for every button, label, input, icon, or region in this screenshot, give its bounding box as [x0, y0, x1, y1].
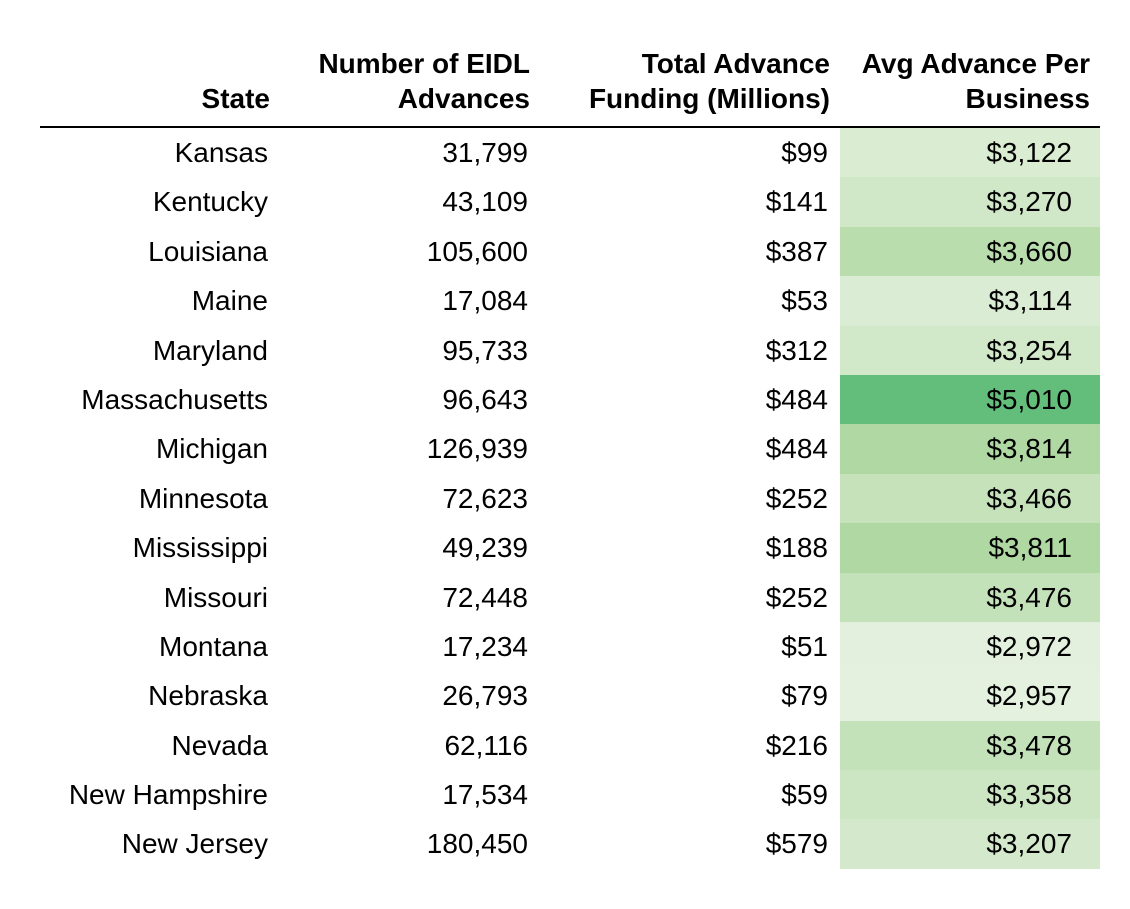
- cell-avg: $3,114: [840, 276, 1100, 325]
- cell-avg: $3,254: [840, 326, 1100, 375]
- cell-count: 62,116: [280, 721, 540, 770]
- cell-state: Maine: [40, 276, 280, 325]
- cell-avg: $3,207: [840, 819, 1100, 868]
- cell-avg: $2,972: [840, 622, 1100, 671]
- table-row: New Jersey180,450$579$3,207: [40, 819, 1100, 868]
- cell-count: 17,084: [280, 276, 540, 325]
- cell-funding: $312: [540, 326, 840, 375]
- cell-funding: $51: [540, 622, 840, 671]
- eidl-table: StateNumber of EIDL AdvancesTotal Advanc…: [40, 40, 1100, 869]
- column-header-count: Number of EIDL Advances: [280, 40, 540, 127]
- table-row: Minnesota72,623$252$3,466: [40, 474, 1100, 523]
- table-row: Michigan126,939$484$3,814: [40, 424, 1100, 473]
- table-row: Kansas31,799$99$3,122: [40, 127, 1100, 177]
- cell-funding: $484: [540, 424, 840, 473]
- cell-avg: $3,358: [840, 770, 1100, 819]
- cell-avg: $3,814: [840, 424, 1100, 473]
- column-header-state: State: [40, 40, 280, 127]
- cell-funding: $579: [540, 819, 840, 868]
- cell-state: Maryland: [40, 326, 280, 375]
- table-row: Mississippi49,239$188$3,811: [40, 523, 1100, 572]
- cell-count: 31,799: [280, 127, 540, 177]
- table-row: Massachusetts96,643$484$5,010: [40, 375, 1100, 424]
- table-container: StateNumber of EIDL AdvancesTotal Advanc…: [0, 0, 1130, 909]
- cell-funding: $252: [540, 474, 840, 523]
- cell-funding: $59: [540, 770, 840, 819]
- cell-funding: $188: [540, 523, 840, 572]
- cell-state: Kentucky: [40, 177, 280, 226]
- column-header-funding: Total Advance Funding (Millions): [540, 40, 840, 127]
- cell-avg: $2,957: [840, 671, 1100, 720]
- cell-funding: $141: [540, 177, 840, 226]
- cell-state: Massachusetts: [40, 375, 280, 424]
- cell-funding: $252: [540, 573, 840, 622]
- cell-count: 96,643: [280, 375, 540, 424]
- table-body: Kansas31,799$99$3,122Kentucky43,109$141$…: [40, 127, 1100, 869]
- cell-count: 126,939: [280, 424, 540, 473]
- cell-count: 72,623: [280, 474, 540, 523]
- cell-state: Nevada: [40, 721, 280, 770]
- cell-state: Louisiana: [40, 227, 280, 276]
- table-row: Nevada62,116$216$3,478: [40, 721, 1100, 770]
- table-header-row: StateNumber of EIDL AdvancesTotal Advanc…: [40, 40, 1100, 127]
- cell-state: Montana: [40, 622, 280, 671]
- cell-state: Nebraska: [40, 671, 280, 720]
- cell-count: 43,109: [280, 177, 540, 226]
- cell-avg: $3,466: [840, 474, 1100, 523]
- cell-avg: $5,010: [840, 375, 1100, 424]
- cell-avg: $3,811: [840, 523, 1100, 572]
- table-row: Maine17,084$53$3,114: [40, 276, 1100, 325]
- cell-count: 180,450: [280, 819, 540, 868]
- cell-state: Missouri: [40, 573, 280, 622]
- table-row: Missouri72,448$252$3,476: [40, 573, 1100, 622]
- cell-avg: $3,660: [840, 227, 1100, 276]
- table-row: New Hampshire17,534$59$3,358: [40, 770, 1100, 819]
- cell-count: 105,600: [280, 227, 540, 276]
- cell-count: 95,733: [280, 326, 540, 375]
- table-row: Kentucky43,109$141$3,270: [40, 177, 1100, 226]
- table-row: Maryland95,733$312$3,254: [40, 326, 1100, 375]
- cell-count: 72,448: [280, 573, 540, 622]
- cell-funding: $216: [540, 721, 840, 770]
- cell-count: 49,239: [280, 523, 540, 572]
- cell-count: 17,534: [280, 770, 540, 819]
- cell-count: 26,793: [280, 671, 540, 720]
- cell-avg: $3,478: [840, 721, 1100, 770]
- cell-state: New Hampshire: [40, 770, 280, 819]
- cell-count: 17,234: [280, 622, 540, 671]
- cell-state: Minnesota: [40, 474, 280, 523]
- cell-funding: $53: [540, 276, 840, 325]
- cell-state: Michigan: [40, 424, 280, 473]
- cell-state: Mississippi: [40, 523, 280, 572]
- cell-funding: $79: [540, 671, 840, 720]
- table-row: Montana17,234$51$2,972: [40, 622, 1100, 671]
- cell-funding: $99: [540, 127, 840, 177]
- cell-state: New Jersey: [40, 819, 280, 868]
- column-header-avg: Avg Advance Per Business: [840, 40, 1100, 127]
- cell-avg: $3,476: [840, 573, 1100, 622]
- table-row: Louisiana105,600$387$3,660: [40, 227, 1100, 276]
- table-row: Nebraska26,793$79$2,957: [40, 671, 1100, 720]
- cell-avg: $3,122: [840, 127, 1100, 177]
- cell-state: Kansas: [40, 127, 280, 177]
- cell-funding: $484: [540, 375, 840, 424]
- cell-avg: $3,270: [840, 177, 1100, 226]
- cell-funding: $387: [540, 227, 840, 276]
